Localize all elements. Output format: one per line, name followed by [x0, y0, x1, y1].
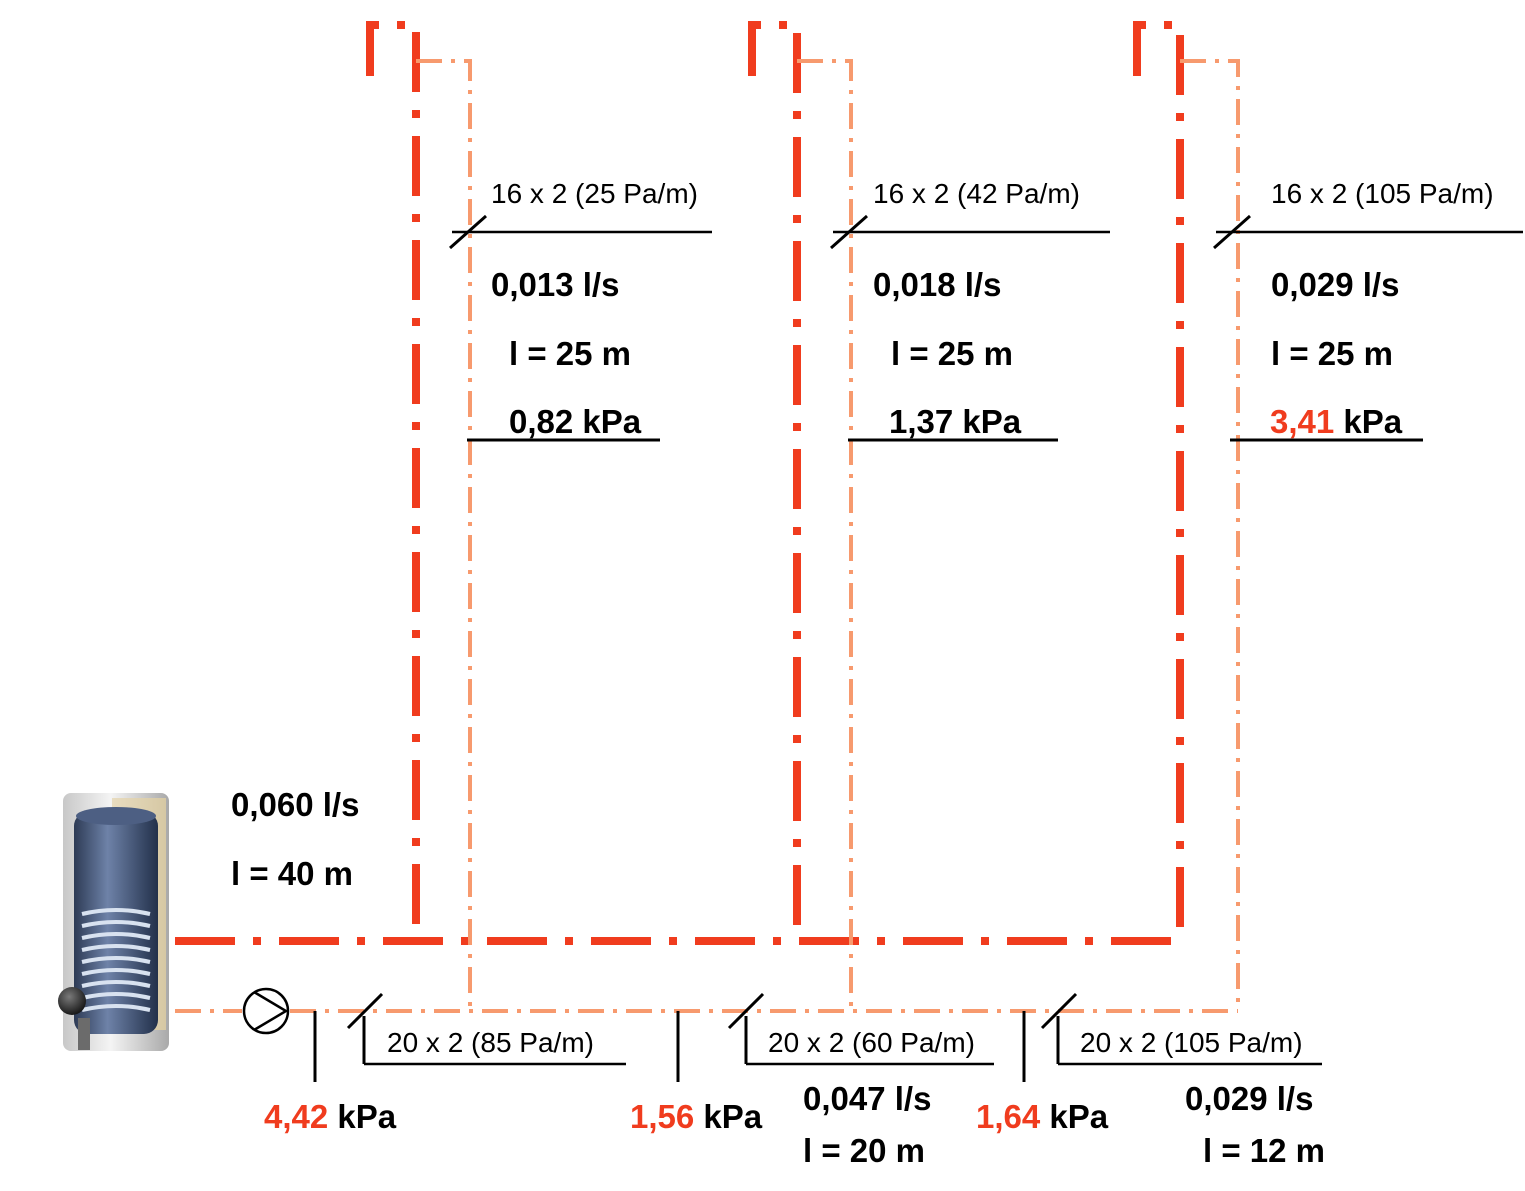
segment-1-pipe-spec: 20 x 2 (85 Pa/m) — [387, 1027, 594, 1058]
riser-2-length: l = 25 m — [891, 335, 1013, 372]
riser-3-tick — [1213, 214, 1251, 250]
riser-1-annotation: 16 x 2 (25 Pa/m) 0,013 l/s l = 25 m 0,82… — [449, 178, 712, 442]
pressure-point-2-unit: kPa — [703, 1098, 762, 1135]
riser-3-pressure-unit: kPa — [1343, 403, 1402, 440]
pressure-point-2-label: 1,56 kPa — [630, 1098, 763, 1135]
return-pipe-network — [175, 59, 1240, 1013]
segment-3-tick — [1040, 992, 1078, 1030]
riser-1-pressure-unit: kPa — [582, 403, 641, 440]
segment-2-flow: 0,047 l/s — [803, 1080, 931, 1117]
pressure-point-3-label: 1,64 kPa — [976, 1098, 1109, 1135]
pressure-point-3: 1,64 kPa — [976, 1011, 1109, 1135]
return-riser-2 — [797, 59, 853, 1011]
riser-1-pressure-value: 0,82 — [509, 403, 573, 440]
riser-3-pipe-spec: 16 x 2 (105 Pa/m) — [1271, 178, 1494, 209]
riser-3-annotation: 16 x 2 (105 Pa/m) 0,029 l/s l = 25 m 3,4… — [1213, 178, 1523, 442]
main-line-annotation: 0,060 l/s l = 40 m — [231, 786, 359, 892]
return-riser-3 — [1180, 59, 1240, 1011]
pressure-point-3-value: 1,64 — [976, 1098, 1041, 1135]
segment-2-annotation: 20 x 2 (60 Pa/m) 0,047 l/s l = 20 m — [727, 992, 994, 1169]
pressure-point-1: 4,42 kPa — [264, 1011, 397, 1135]
segment-2-length: l = 20 m — [803, 1132, 925, 1169]
main-line-length: l = 40 m — [231, 855, 353, 892]
segment-2-tick — [727, 992, 765, 1030]
riser-3-pressure: 3,41 kPa — [1270, 403, 1403, 440]
riser-2-pressure: 1,37 kPa — [889, 403, 1022, 440]
pressure-point-2-value: 1,56 — [630, 1098, 694, 1135]
riser-2-tick — [830, 214, 868, 250]
pressure-point-2: 1,56 kPa — [630, 1011, 763, 1135]
riser-1-tick — [449, 214, 487, 250]
riser-2-pipe-spec: 16 x 2 (42 Pa/m) — [873, 178, 1080, 209]
riser-2-annotation: 16 x 2 (42 Pa/m) 0,018 l/s l = 25 m 1,37… — [830, 178, 1110, 442]
riser-3-flow: 0,029 l/s — [1271, 266, 1399, 303]
segment-3-pipe-spec: 20 x 2 (105 Pa/m) — [1080, 1027, 1303, 1058]
supply-pipe-network — [175, 21, 1184, 945]
segment-3-annotation: 20 x 2 (105 Pa/m) 0,029 l/s l = 12 m — [1040, 992, 1325, 1169]
main-line-flow: 0,060 l/s — [231, 786, 359, 823]
riser-1-pipe-spec: 16 x 2 (25 Pa/m) — [491, 178, 698, 209]
riser-2-pressure-unit: kPa — [962, 403, 1021, 440]
segment-1-annotation: 20 x 2 (85 Pa/m) — [346, 992, 626, 1066]
supply-riser-3 — [1133, 21, 1184, 941]
segment-1-tick — [346, 992, 384, 1030]
circulation-pump-icon — [242, 987, 290, 1035]
riser-1-flow: 0,013 l/s — [491, 266, 619, 303]
supply-riser-1 — [366, 21, 420, 941]
riser-3-pressure-value: 3,41 — [1270, 403, 1334, 440]
riser-1-pressure: 0,82 kPa — [509, 403, 642, 440]
segment-3-length: l = 12 m — [1203, 1132, 1325, 1169]
segment-3-flow: 0,029 l/s — [1185, 1080, 1313, 1117]
pressure-point-1-label: 4,42 kPa — [264, 1098, 397, 1135]
riser-1-length: l = 25 m — [509, 335, 631, 372]
segment-2-pipe-spec: 20 x 2 (60 Pa/m) — [768, 1027, 975, 1058]
hot-water-tank-icon — [58, 793, 169, 1051]
riser-2-pressure-value: 1,37 — [889, 403, 953, 440]
pressure-point-1-value: 4,42 — [264, 1098, 328, 1135]
return-riser-1 — [416, 59, 472, 1011]
pressure-point-3-unit: kPa — [1049, 1098, 1108, 1135]
riser-2-flow: 0,018 l/s — [873, 266, 1001, 303]
supply-riser-2 — [748, 21, 801, 941]
pressure-point-1-unit: kPa — [337, 1098, 396, 1135]
riser-3-length: l = 25 m — [1271, 335, 1393, 372]
